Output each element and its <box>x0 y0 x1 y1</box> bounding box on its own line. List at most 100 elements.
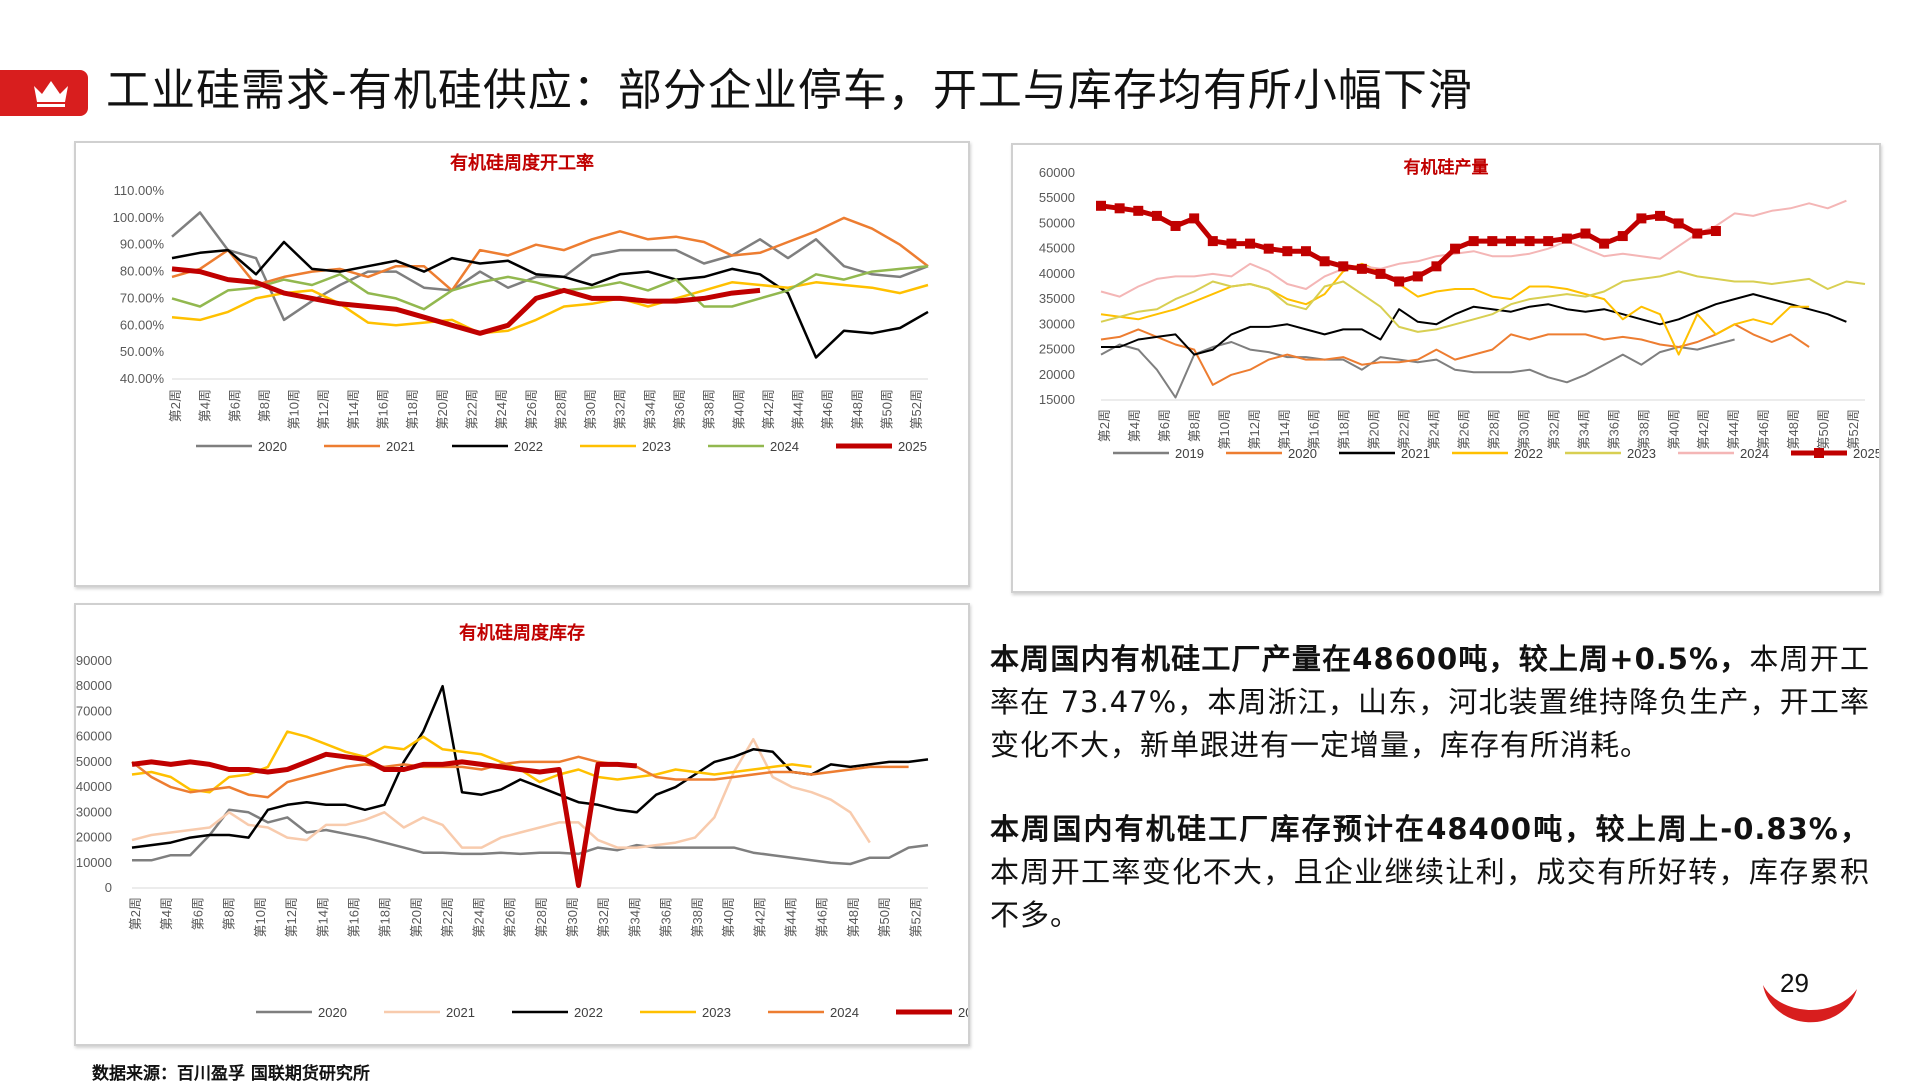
title-badge <box>0 70 88 116</box>
y-tick-label: 100.00% <box>113 210 165 225</box>
y-tick-label: 110.00% <box>114 183 165 198</box>
x-tick-label: 第28周 <box>553 389 568 429</box>
y-tick-label: 45000 <box>1039 241 1075 256</box>
chart-title: 有机硅周度开工率 <box>450 152 594 174</box>
series-marker-2025 <box>1338 261 1349 272</box>
series-marker-2025 <box>1487 236 1498 247</box>
y-tick-label: 80000 <box>76 678 112 693</box>
y-tick-label: 15000 <box>1039 392 1075 407</box>
y-tick-label: 25000 <box>1039 342 1075 357</box>
series-marker-2025 <box>1151 210 1162 221</box>
y-tick-label: 20000 <box>1039 367 1075 382</box>
x-tick-label: 第38周 <box>702 389 717 429</box>
y-tick-label: 40000 <box>76 779 112 794</box>
y-tick-label: 60.00% <box>120 317 165 332</box>
legend-label-2024: 2024 <box>1740 446 1769 461</box>
x-tick-label: 第22周 <box>464 389 479 429</box>
legend-label-2025: 2025 <box>1853 446 1879 461</box>
x-tick-label: 第18周 <box>405 389 420 429</box>
x-tick-label: 第24周 <box>471 897 486 937</box>
series-line-2020 <box>171 211 929 322</box>
x-tick-label: 第44周 <box>791 389 806 429</box>
series-line-2024 <box>1100 199 1847 298</box>
legend-label-2024: 2024 <box>770 439 799 454</box>
series-marker-2025 <box>1599 238 1610 249</box>
x-tick-label: 第6周 <box>227 389 242 422</box>
x-tick-label: 第20周 <box>435 389 450 429</box>
y-tick-label: 70000 <box>76 703 112 718</box>
chart-title: 有机硅产量 <box>1404 157 1489 178</box>
x-tick-label: 第8周 <box>1187 409 1202 442</box>
y-tick-label: 55000 <box>1039 190 1075 205</box>
series-line-2024 <box>131 755 909 799</box>
y-tick-label: 40.00% <box>120 371 165 386</box>
x-tick-label: 第28周 <box>534 897 549 937</box>
output-chart: 有机硅产量 60000 55000 50000 45000 40000 35000 30000… <box>1039 157 1879 461</box>
inventory-chart: 有机硅周度库存 90000 80000 70000 60000 50000 40000 300… <box>76 622 968 1020</box>
legend-label-2020: 2020 <box>1288 446 1317 461</box>
inventory-chart-panel: 有机硅周度库存 90000 80000 70000 60000 50000 40000 300… <box>74 603 970 1046</box>
y-tick-label: 60000 <box>76 729 112 744</box>
series-line-2020 <box>1100 323 1810 386</box>
x-tick-label: 第48周 <box>1786 409 1801 449</box>
chart-title: 有机硅周度库存 <box>459 622 585 644</box>
x-tick-label: 第46周 <box>1756 409 1771 449</box>
y-tick-label: 90000 <box>76 653 112 668</box>
x-tick-label: 第40周 <box>731 389 746 429</box>
series-marker-2025 <box>1245 238 1256 249</box>
y-tick-label: 80.00% <box>120 264 165 279</box>
x-tick-label: 第32周 <box>1546 409 1561 449</box>
x-tick-label: 第2周 <box>168 389 183 422</box>
x-tick-label: 第18周 <box>378 897 393 937</box>
x-tick-label: 第26周 <box>1457 409 1472 449</box>
x-tick-label: 第42周 <box>1696 409 1711 449</box>
x-tick-label: 第50周 <box>877 897 892 937</box>
x-tick-label: 第24周 <box>1427 409 1442 449</box>
series-line-2023 <box>171 281 929 335</box>
series-marker-2025 <box>1655 210 1666 221</box>
series-marker-2025 <box>1096 200 1106 211</box>
y-tick-label: 50000 <box>76 754 112 769</box>
series-marker-2025 <box>1617 231 1628 242</box>
crown-icon <box>34 81 68 107</box>
series-line-2019 <box>1100 338 1735 399</box>
legend-label-2023: 2023 <box>702 1005 731 1020</box>
series-marker-2025 <box>1300 246 1311 257</box>
series-line-2023 <box>1100 270 1866 333</box>
x-tick-label: 第44周 <box>784 897 799 937</box>
series-marker-2025 <box>1450 243 1461 254</box>
y-tick-label: 60000 <box>1039 165 1075 180</box>
y-tick-label: 50000 <box>1039 215 1075 230</box>
legend-label-2022: 2022 <box>1514 446 1543 461</box>
x-tick-label: 第36周 <box>672 389 687 429</box>
series-marker-2025 <box>1207 236 1218 247</box>
title-bar: 工业硅需求-有机硅供应：部分企业停车，开工与库存均有所小幅下滑 <box>0 60 1920 122</box>
series-marker-2025 <box>1226 238 1237 249</box>
x-tick-label: 第8周 <box>257 389 272 422</box>
operating-rate-chart: 有机硅周度开工率 110.00% 100.00% 90.00% 80.00% 70.00%… <box>113 152 929 454</box>
x-tick-label: 第52周 <box>908 897 923 937</box>
x-tick-label: 第38周 <box>1636 409 1651 449</box>
x-tick-label: 第26周 <box>503 897 518 937</box>
series-marker-2025 <box>1319 256 1330 267</box>
series-marker-2025 <box>1580 228 1591 239</box>
legend-label-2025: 2025 <box>958 1005 968 1020</box>
legend-marker-2025 <box>1814 448 1824 458</box>
legend-label-2020: 2020 <box>258 439 287 454</box>
series-marker-2025 <box>1375 268 1386 279</box>
x-tick-label: 第34周 <box>627 897 642 937</box>
x-tick-label: 第16周 <box>1307 409 1322 449</box>
legend-label-2021: 2021 <box>1401 446 1430 461</box>
output-chart-panel: 有机硅产量 60000 55000 50000 45000 40000 35000 30000… <box>1011 143 1881 593</box>
series-line-2021 <box>131 737 871 849</box>
x-tick-label: 第8周 <box>222 897 237 930</box>
series-marker-2025 <box>1673 218 1684 229</box>
series-marker-2025 <box>1561 233 1572 244</box>
commentary-p2-rest: 本周开工率变化不大，且企业继续让利，成交有所好转，库存累积不多。 <box>990 855 1870 932</box>
y-tick-label: 90.00% <box>120 237 165 252</box>
x-tick-label: 第16周 <box>376 389 391 429</box>
y-tick-label: 20000 <box>76 830 112 845</box>
series-line-2020 <box>132 808 929 866</box>
series-marker-2025 <box>1263 243 1274 254</box>
series-marker-2025 <box>1543 236 1554 247</box>
